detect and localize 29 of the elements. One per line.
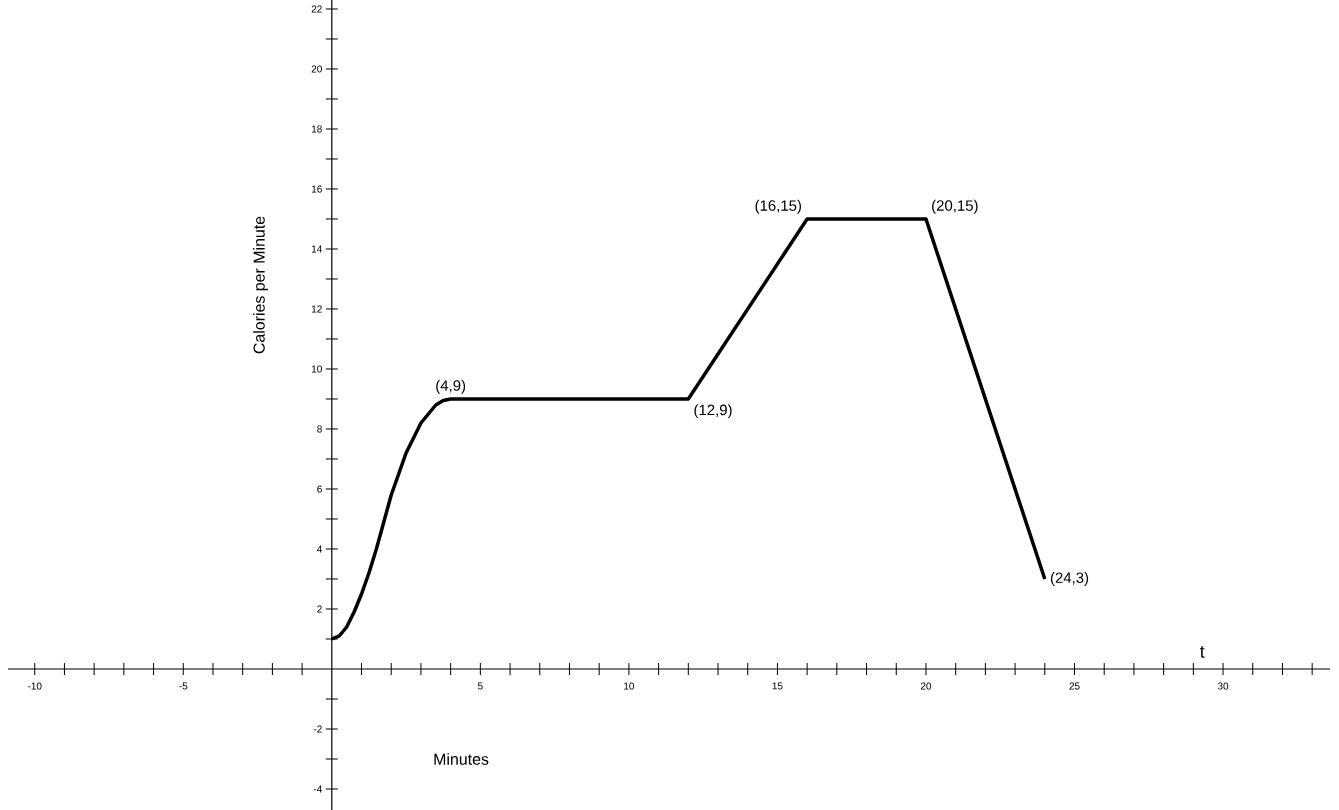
- y-tick-label: 14: [311, 245, 322, 253]
- y-axis-title: Calories per Minute: [253, 216, 268, 354]
- y-tick-label: 8: [317, 425, 322, 433]
- y-tick-label: 16: [311, 185, 322, 193]
- annotation: (20,15): [932, 199, 978, 214]
- y-tick-label: -4: [313, 785, 322, 793]
- y-tick-label: 22: [311, 5, 322, 13]
- x-tick-label: 10: [624, 682, 635, 690]
- y-tick-label: 4: [316, 545, 322, 553]
- x-tick-label: 25: [1069, 682, 1080, 690]
- y-tick-label: 18: [311, 125, 322, 133]
- x-tick-label: 20: [920, 682, 932, 690]
- y-tick-label: 12: [311, 305, 322, 313]
- annotation: (16,15): [755, 199, 801, 214]
- y-tick-label: 2: [317, 605, 322, 613]
- x-tick-label: 30: [1217, 682, 1229, 690]
- x-tick-label: 15: [772, 682, 783, 690]
- x-axis-title: Minutes: [434, 753, 489, 765]
- x-tick-label: -10: [27, 682, 42, 690]
- x-tick-label: 5: [477, 682, 483, 690]
- annotation: t: [1200, 646, 1205, 658]
- x-tick-label: -5: [179, 682, 188, 690]
- y-tick-label: 20: [311, 65, 322, 73]
- y-tick-label: -2: [313, 725, 322, 733]
- annotation: (24,3): [1050, 572, 1089, 586]
- annotation: (4,9): [436, 379, 466, 394]
- annotation: (12,9): [694, 404, 732, 419]
- y-tick-label: 6: [317, 485, 322, 493]
- y-tick-label: 10: [311, 365, 322, 373]
